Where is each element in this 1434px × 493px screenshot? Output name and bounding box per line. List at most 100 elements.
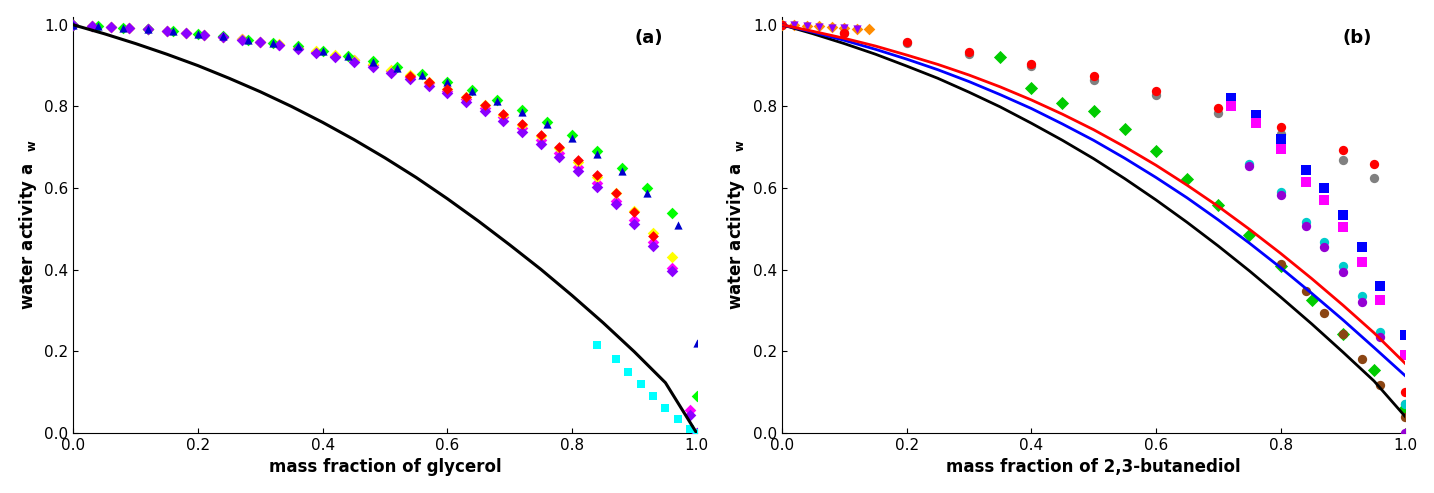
- Point: [343, 56, 366, 64]
- Point: [1113, 125, 1136, 133]
- Point: [770, 21, 793, 29]
- Point: [770, 21, 793, 29]
- Point: [1332, 262, 1355, 270]
- Point: [460, 86, 483, 94]
- Point: [641, 229, 664, 237]
- Point: [548, 143, 571, 151]
- Point: [174, 29, 196, 36]
- Point: [1362, 160, 1385, 168]
- Point: [566, 163, 589, 171]
- Point: [1020, 60, 1043, 68]
- Point: [211, 33, 234, 40]
- Point: [268, 41, 291, 49]
- Point: [1394, 388, 1417, 396]
- Point: [1394, 400, 1417, 408]
- Point: [118, 24, 141, 32]
- Point: [1332, 156, 1355, 164]
- Point: [361, 63, 384, 71]
- Point: [641, 242, 664, 250]
- Point: [62, 21, 85, 29]
- Point: [136, 25, 159, 33]
- Point: [548, 144, 571, 152]
- Point: [1351, 354, 1374, 362]
- Point: [535, 120, 558, 128]
- Point: [486, 97, 509, 105]
- Point: [399, 72, 422, 80]
- Point: [654, 404, 677, 412]
- Y-axis label: water activity a  $\mathregular{_w}$: water activity a $\mathregular{_w}$: [17, 140, 39, 310]
- Point: [250, 37, 272, 45]
- Point: [511, 121, 533, 129]
- Point: [1394, 400, 1417, 408]
- Point: [1083, 106, 1106, 114]
- Point: [535, 118, 558, 126]
- Point: [336, 52, 358, 60]
- Point: [1269, 123, 1292, 131]
- Point: [155, 27, 178, 35]
- Point: [1369, 328, 1392, 336]
- Point: [412, 70, 435, 78]
- Point: [261, 39, 284, 47]
- Point: [324, 51, 347, 59]
- Point: [611, 168, 634, 176]
- Point: [1312, 196, 1335, 204]
- Point: [80, 22, 103, 30]
- Point: [436, 77, 459, 85]
- Point: [1293, 287, 1316, 295]
- Point: [845, 25, 868, 33]
- Point: [1362, 174, 1385, 182]
- Point: [211, 33, 234, 40]
- Point: [261, 39, 284, 47]
- Point: [1219, 94, 1242, 102]
- Point: [561, 132, 584, 140]
- Point: [460, 87, 483, 95]
- Point: [685, 429, 708, 437]
- Point: [361, 58, 384, 66]
- Point: [62, 21, 85, 29]
- Point: [988, 54, 1011, 62]
- Point: [635, 184, 658, 192]
- Point: [492, 110, 515, 118]
- Point: [566, 156, 589, 164]
- Point: [1332, 268, 1355, 276]
- Point: [833, 24, 856, 32]
- Point: [585, 173, 608, 180]
- Point: [630, 380, 652, 388]
- Point: [529, 140, 552, 147]
- Point: [1269, 145, 1292, 153]
- Point: [1394, 429, 1417, 437]
- Point: [895, 39, 918, 47]
- Point: [287, 42, 310, 50]
- Point: [604, 201, 627, 209]
- Point: [399, 72, 422, 80]
- Point: [561, 134, 584, 142]
- Point: [529, 131, 552, 139]
- Point: [473, 104, 496, 111]
- Point: [229, 35, 252, 43]
- Point: [807, 23, 830, 31]
- Point: [1083, 72, 1106, 80]
- Point: [287, 42, 310, 50]
- Point: [1219, 103, 1242, 110]
- Point: [622, 208, 645, 215]
- Point: [566, 167, 589, 175]
- Point: [604, 189, 627, 197]
- Point: [473, 101, 496, 109]
- Point: [162, 28, 185, 35]
- Point: [858, 25, 880, 33]
- Point: [1369, 381, 1392, 388]
- Point: [436, 85, 459, 93]
- Point: [1144, 91, 1167, 99]
- Point: [118, 24, 141, 32]
- Point: [1312, 243, 1335, 251]
- Point: [833, 24, 856, 32]
- Point: [622, 216, 645, 224]
- Point: [641, 392, 664, 400]
- Point: [473, 101, 496, 109]
- Point: [1332, 330, 1355, 338]
- Point: [112, 24, 135, 32]
- Point: [1269, 260, 1292, 268]
- Point: [99, 23, 122, 31]
- Point: [136, 25, 159, 33]
- Point: [1245, 119, 1268, 127]
